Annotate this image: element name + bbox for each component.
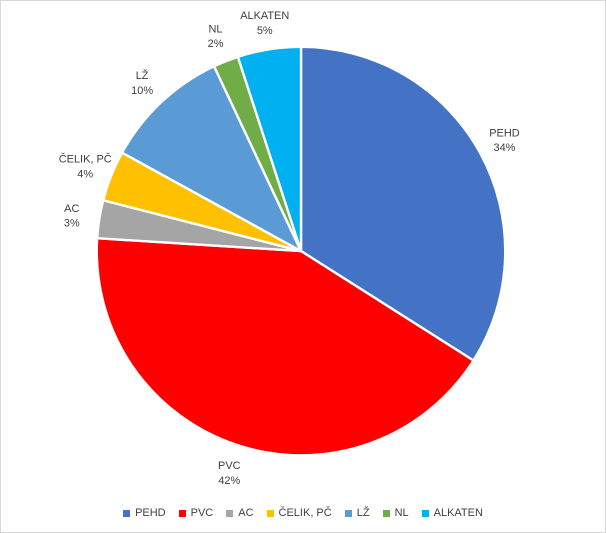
data-label-alkaten: ALKATEN 5% (240, 10, 289, 37)
legend-swatch-celik-pc (266, 510, 274, 517)
legend-item-pehd[interactable]: PEHD (123, 508, 166, 519)
legend-item-celik-pc[interactable]: ČELIK, PČ (266, 507, 332, 519)
legend-swatch-lz (344, 510, 352, 517)
legend-item-pvc[interactable]: PVC (178, 507, 214, 519)
data-label-nl: NL 2% (208, 23, 224, 50)
legend-label-celik-pc: ČELIK, PČ (278, 507, 332, 519)
legend-item-nl[interactable]: NL (382, 507, 409, 519)
legend-label-ac: AC (238, 507, 254, 519)
legend-label-pvc: PVC (190, 507, 214, 519)
legend-swatch-ac (226, 510, 234, 517)
chart-legend: PEHD PVC AC ČELIK, PČ LŽ NL ALKATEN (1, 508, 605, 519)
legend-swatch-pehd (123, 510, 131, 517)
legend-label-pehd: PEHD (135, 507, 166, 519)
legend-swatch-pvc (178, 510, 186, 517)
legend-swatch-alkaten (421, 510, 429, 517)
data-label-ac: AC 3% (64, 203, 80, 230)
pie-slice-pvc[interactable] (95, 237, 475, 457)
legend-item-alkaten[interactable]: ALKATEN (421, 507, 483, 519)
legend-label-alkaten: ALKATEN (433, 507, 483, 519)
legend-swatch-nl (382, 510, 390, 517)
legend-item-ac[interactable]: AC (226, 507, 254, 519)
data-label-pvc: PVC 42% (218, 460, 241, 487)
legend-label-lz: LŽ (356, 507, 370, 519)
legend-label-nl: NL (394, 507, 409, 519)
pie-slice-alkaten[interactable] (236, 45, 303, 253)
pie-slice-lz[interactable] (120, 65, 303, 253)
data-label-pehd: PEHD 34% (489, 127, 519, 154)
data-label-celik-pc: ČELIK, PČ 4% (59, 153, 112, 181)
data-label-lz: LŽ 10% (131, 69, 153, 97)
legend-item-lz[interactable]: LŽ (344, 507, 370, 519)
